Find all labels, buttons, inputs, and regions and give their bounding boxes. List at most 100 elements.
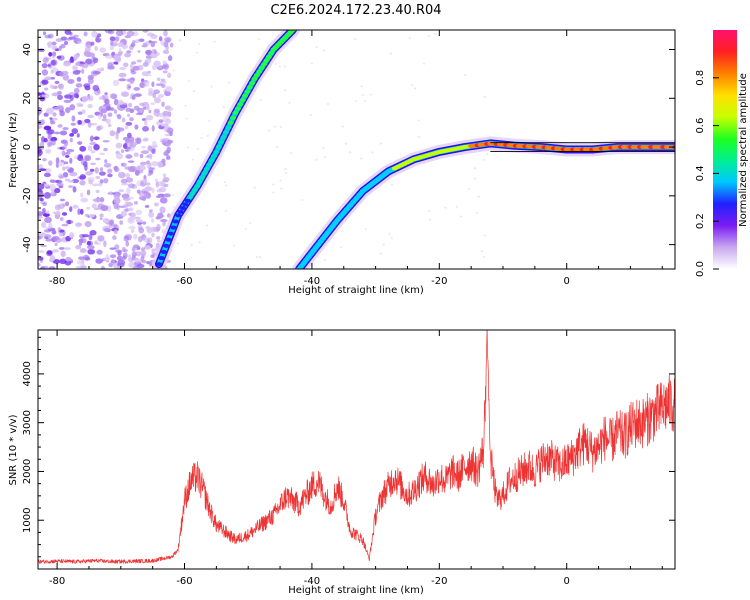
noise-blob — [142, 126, 149, 132]
noise-blob — [45, 107, 54, 115]
trace-core-blob — [234, 106, 241, 111]
noise-blob — [162, 49, 170, 55]
trace-core-blob — [239, 98, 246, 103]
noise-blob — [122, 255, 126, 261]
noise-blob — [48, 160, 53, 166]
noise-blob — [141, 145, 146, 149]
noise-blob — [369, 93, 373, 96]
noise-blob — [147, 88, 154, 93]
noise-blob — [222, 105, 225, 108]
noise-blob — [86, 189, 91, 196]
noise-blob — [417, 119, 420, 122]
noise-blob — [40, 244, 48, 248]
trace-core-blob — [332, 221, 339, 226]
noise-blob — [91, 30, 98, 38]
noise-blob — [38, 125, 43, 129]
noise-blob — [121, 193, 130, 199]
noise-blob — [178, 39, 182, 42]
noise-blob — [146, 261, 150, 265]
noise-blob — [70, 122, 76, 126]
noise-blob — [341, 125, 345, 128]
noise-blob — [90, 150, 96, 154]
noise-blob — [137, 107, 145, 115]
noise-blob — [198, 241, 201, 244]
noise-blob — [129, 116, 134, 122]
noise-blob — [123, 203, 129, 208]
noise-blob — [76, 102, 82, 108]
noise-blob — [59, 232, 63, 237]
noise-blob — [44, 93, 50, 99]
noise-blob — [81, 109, 86, 114]
noise-blob — [84, 155, 91, 161]
noise-blob — [154, 178, 158, 182]
colorbar-tick-label: 0.4 — [695, 165, 706, 181]
noise-blob — [144, 204, 150, 208]
noise-blob — [55, 210, 61, 216]
noise-blob — [483, 96, 486, 99]
colorbar-tick-label: 0.6 — [695, 118, 706, 134]
noise-blob — [126, 50, 132, 53]
noise-blob — [156, 239, 161, 243]
noise-blob — [100, 105, 107, 110]
noise-blob — [109, 130, 116, 137]
noise-blob — [164, 193, 172, 198]
trace-core-blob — [215, 145, 222, 150]
noise-blob — [40, 136, 46, 143]
noise-blob — [73, 87, 80, 95]
noise-blob — [117, 103, 121, 110]
noise-blob — [96, 249, 103, 255]
noise-blob — [103, 227, 110, 233]
noise-blob — [59, 258, 67, 265]
noise-blob — [95, 37, 102, 43]
noise-blob — [144, 182, 151, 186]
spectrogram-y-tick-label: 0 — [22, 144, 33, 150]
noise-blob — [84, 213, 90, 217]
noise-blob — [165, 156, 171, 161]
noise-blob — [115, 249, 123, 253]
noise-blob — [94, 45, 98, 52]
noise-blob — [81, 95, 88, 103]
noise-blob — [104, 30, 113, 34]
noise-blob — [360, 157, 363, 160]
noise-blob — [166, 213, 171, 218]
noise-blob — [48, 51, 53, 57]
noise-blob — [118, 78, 127, 82]
noise-blob — [42, 202, 47, 207]
noise-blob — [50, 69, 54, 74]
noise-blob — [143, 73, 152, 77]
noise-blob — [155, 83, 164, 86]
noise-blob — [69, 31, 73, 36]
noise-blob — [85, 171, 93, 176]
noise-blob — [113, 98, 119, 106]
noise-blob — [133, 87, 141, 91]
noise-blob — [134, 39, 141, 44]
noise-blob — [119, 128, 124, 132]
noise-blob — [98, 113, 102, 120]
noise-blob — [150, 218, 155, 223]
noise-blob — [154, 144, 158, 148]
noise-blob — [51, 45, 58, 50]
noise-blob — [67, 78, 75, 85]
trace-core-blob — [312, 245, 319, 250]
noise-blob — [128, 262, 135, 268]
noise-blob — [128, 254, 132, 260]
noise-blob — [96, 125, 102, 131]
noise-blob — [116, 126, 121, 134]
trace-core-blob — [251, 76, 258, 81]
noise-blob — [427, 35, 431, 38]
spectrogram-ticks: -80 -60 -40 -20 0 -40 -20 0 20 40 — [22, 30, 675, 287]
noise-blob — [62, 171, 69, 178]
snr-y-tick-label: 2000 — [22, 459, 33, 484]
noise-blob — [95, 176, 101, 179]
noise-blob — [123, 62, 129, 68]
noise-blob — [283, 89, 287, 92]
noise-blob — [93, 144, 100, 151]
noise-blob — [44, 34, 52, 39]
noise-blob — [113, 193, 121, 200]
noise-blob — [115, 142, 123, 149]
noise-blob — [93, 198, 102, 203]
noise-blob — [361, 93, 365, 96]
noise-blob — [77, 119, 82, 125]
noise-blob — [167, 106, 174, 112]
